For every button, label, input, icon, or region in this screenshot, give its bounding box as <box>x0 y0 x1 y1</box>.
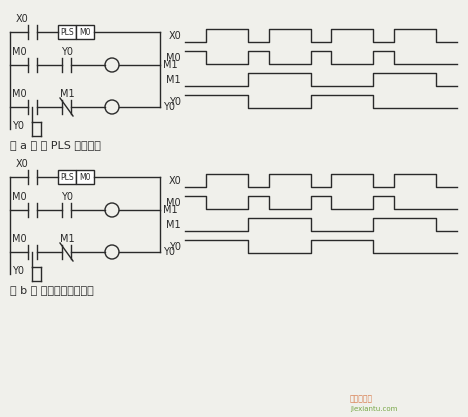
Text: M0: M0 <box>79 173 91 181</box>
Text: X0: X0 <box>168 30 181 40</box>
Text: PLS: PLS <box>60 28 74 37</box>
Text: X0: X0 <box>168 176 181 186</box>
Text: Y0: Y0 <box>61 192 73 202</box>
Text: Y0: Y0 <box>163 102 175 112</box>
Bar <box>58 170 76 184</box>
Text: （ b ） 用计数器指令实现: （ b ） 用计数器指令实现 <box>10 285 94 295</box>
Text: 电子发烧友: 电子发烧友 <box>350 394 373 404</box>
Bar <box>58 25 76 39</box>
Text: Y0: Y0 <box>61 47 73 57</box>
Bar <box>76 25 94 39</box>
Text: Y0: Y0 <box>163 247 175 257</box>
Text: M0: M0 <box>12 192 27 202</box>
Text: M1: M1 <box>167 75 181 85</box>
Text: X0: X0 <box>16 14 29 24</box>
Text: M0: M0 <box>167 53 181 63</box>
Text: M1: M1 <box>163 60 178 70</box>
Text: jiexiantu.com: jiexiantu.com <box>350 406 397 412</box>
Text: M0: M0 <box>12 234 27 244</box>
Text: Y0: Y0 <box>169 96 181 106</box>
Text: M1: M1 <box>163 205 178 215</box>
Text: M1: M1 <box>60 234 74 244</box>
Text: （ a ） 用 PLS 指令实现: （ a ） 用 PLS 指令实现 <box>10 140 101 150</box>
Text: Y0: Y0 <box>12 266 24 276</box>
Text: M0: M0 <box>12 89 27 99</box>
Text: M0: M0 <box>12 47 27 57</box>
Text: Y0: Y0 <box>169 241 181 251</box>
Text: M0: M0 <box>167 198 181 208</box>
Text: Y0: Y0 <box>12 121 24 131</box>
Text: M1: M1 <box>167 219 181 229</box>
Text: M1: M1 <box>60 89 74 99</box>
Text: M0: M0 <box>79 28 91 37</box>
Bar <box>76 170 94 184</box>
Text: PLS: PLS <box>60 173 74 181</box>
Text: X0: X0 <box>16 159 29 169</box>
